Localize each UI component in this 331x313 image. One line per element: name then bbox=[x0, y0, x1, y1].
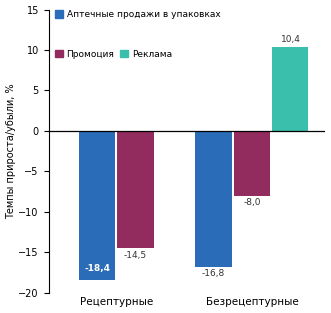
Text: -14,5: -14,5 bbox=[124, 250, 147, 259]
Text: -8,0: -8,0 bbox=[243, 198, 261, 207]
Legend: Промоция, Реклама: Промоция, Реклама bbox=[53, 48, 173, 61]
Text: 10,4: 10,4 bbox=[280, 35, 300, 44]
Bar bbox=[272, 47, 308, 131]
Y-axis label: Темпы прироста/убыли, %: Темпы прироста/убыли, % bbox=[6, 83, 16, 219]
Bar bbox=[118, 131, 154, 248]
Bar bbox=[79, 131, 115, 280]
Bar bbox=[196, 131, 232, 267]
Text: -18,4: -18,4 bbox=[84, 264, 110, 273]
Text: -16,8: -16,8 bbox=[202, 269, 225, 278]
Bar bbox=[234, 131, 270, 196]
